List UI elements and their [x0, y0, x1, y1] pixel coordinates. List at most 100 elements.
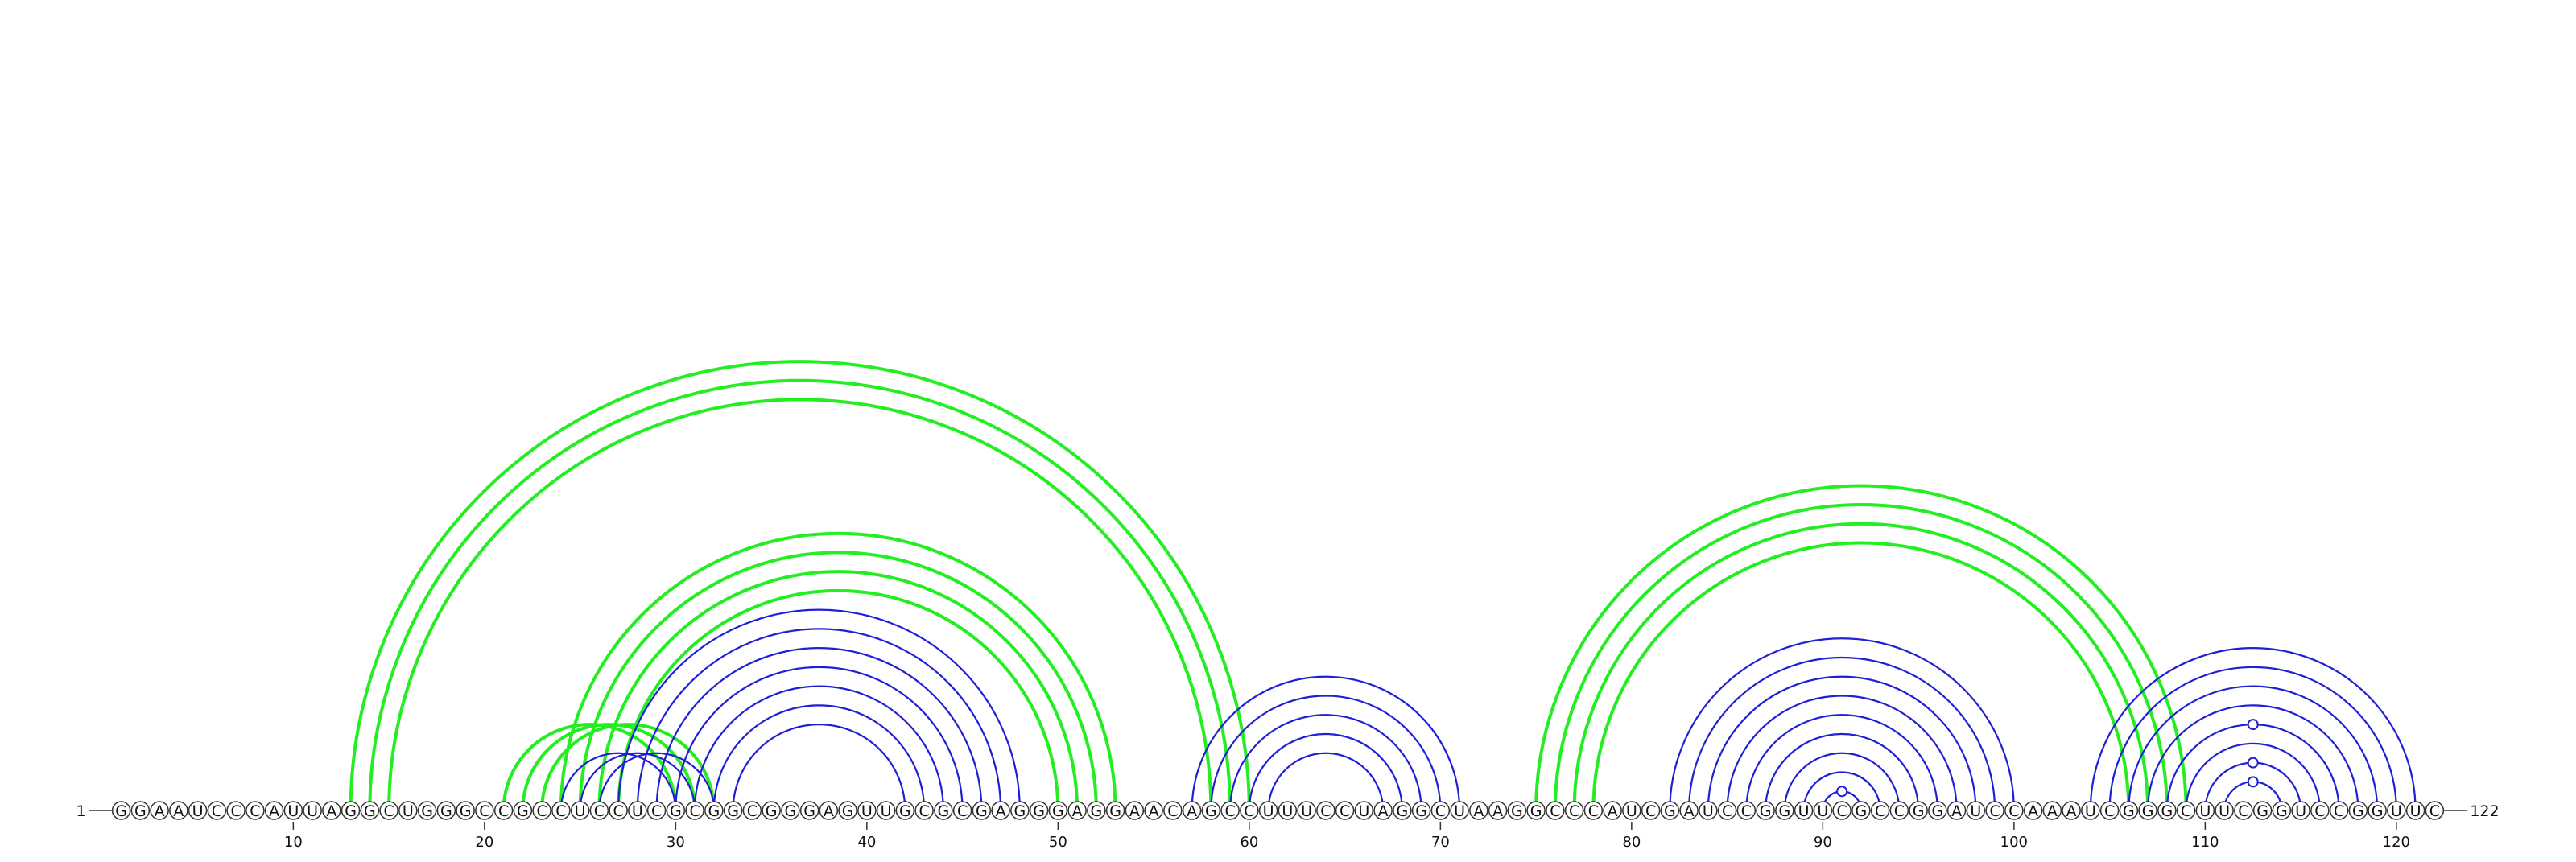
nucleotide-circle	[207, 801, 227, 820]
blue-arc-109-116	[2185, 742, 2321, 811]
nucleotide-18: G	[436, 801, 456, 820]
nucleotide-circle	[876, 801, 896, 820]
nucleotide-letter: C	[1435, 802, 1446, 820]
nucleotide-letter: C	[2238, 802, 2248, 820]
nucleotide-circle	[991, 801, 1010, 820]
nucleotide-circle	[2368, 801, 2387, 820]
green-arc-14-59	[368, 378, 1232, 811]
nucleotide-81: C	[1641, 801, 1661, 820]
nucleotide-13: G	[341, 801, 361, 820]
tick-label-60: 60	[1240, 834, 1258, 851]
nucleotide-letter: U	[881, 802, 892, 820]
nucleotide-circle	[1909, 801, 1928, 820]
nucleotide-38: A	[819, 801, 839, 820]
loop-marker-circle	[1836, 786, 1848, 798]
arcs-layer	[349, 359, 2417, 811]
nucleotide-letter: A	[1129, 802, 1140, 820]
nucleotide-letter: C	[1875, 802, 1885, 820]
nucleotide-57: A	[1182, 801, 1202, 820]
nucleotide-circle	[1335, 801, 1355, 820]
nucleotide-circle	[570, 801, 590, 820]
blue-arc-83-99	[1688, 656, 1996, 811]
nucleotide-circle	[1603, 801, 1622, 820]
axis-ticks-layer: 10 20 30 40 50 60 70 80 90 100 110 120	[284, 822, 2410, 851]
nucleotide-letter: C	[1894, 802, 1905, 820]
nucleotide-circle	[1985, 801, 2004, 820]
nucleotide-letter: A	[1072, 802, 1083, 820]
nucleotide-51: A	[1067, 801, 1087, 820]
nucleotide-94: C	[1889, 801, 1909, 820]
blue-arc-85-97	[1726, 695, 1958, 811]
nucleotide-letter: C	[1588, 802, 1599, 820]
nucleotide-65: C	[1335, 801, 1355, 820]
nucleotide-circle	[150, 801, 169, 820]
nucleotide-letter: G	[115, 802, 127, 820]
nucleotide-27: C	[609, 801, 628, 820]
nucleotide-letter: U	[2391, 802, 2402, 820]
nucleotide-circle	[762, 801, 781, 820]
nucleotide-letter: C	[1550, 802, 1560, 820]
nucleotide-letter: G	[460, 802, 472, 820]
nucleotide-34: C	[742, 801, 762, 820]
nucleotide-circle	[2023, 801, 2043, 820]
nucleotide-4: A	[169, 801, 188, 820]
nucleotide-circle	[1660, 801, 1680, 820]
blue-arc-30-45	[675, 666, 964, 811]
nucleotide-66: U	[1354, 801, 1374, 820]
nucleotide-letter: G	[1013, 802, 1026, 820]
nucleotide-22: G	[513, 801, 533, 820]
nucleotide-circle	[1087, 801, 1106, 820]
nucleotide-letter: C	[230, 802, 241, 820]
nucleotide-letter: C	[1722, 802, 1732, 820]
nucleotide-8: C	[246, 801, 265, 820]
nucleotide-122: C	[2425, 801, 2445, 820]
nucleotide-circle	[1526, 801, 1546, 820]
nucleotide-letter: G	[842, 802, 854, 820]
nucleotide-39: G	[838, 801, 857, 820]
nucleotide-circle	[1240, 801, 1259, 820]
nucleotide-circle	[952, 801, 972, 820]
nucleotide-70: C	[1430, 801, 1451, 820]
nucleotide-circle	[1622, 801, 1641, 820]
nucleotide-letter: U	[1263, 802, 1274, 820]
nucleotide-circle	[264, 801, 284, 820]
nucleotide-letter: U	[2410, 802, 2421, 820]
nucleotide-circle	[2405, 801, 2425, 820]
blue-arc-61-67	[1267, 752, 1385, 811]
nucleotide-letter: A	[173, 802, 184, 820]
nucleotide-letter: C	[1224, 802, 1235, 820]
nucleotide-108: G	[2157, 801, 2177, 820]
nucleotide-letter: G	[2276, 802, 2288, 820]
nucleotide-circle	[398, 801, 418, 820]
nucleotide-circle	[1220, 801, 1240, 820]
tick-label-80: 80	[1622, 834, 1641, 851]
nucleotide-circle	[1278, 801, 1298, 820]
nucleotide-circle	[1469, 801, 1488, 820]
nucleotide-circle	[493, 801, 514, 820]
nucleotide-98: U	[1966, 801, 1986, 820]
nucleotide-114: G	[2272, 801, 2292, 820]
nucleotide-96: G	[1928, 801, 1947, 820]
nucleotide-circle	[2099, 801, 2120, 820]
blue-arc-32-43	[712, 704, 926, 811]
nucleotide-letter: U	[1703, 802, 1714, 820]
nucleotide-circle	[2387, 801, 2406, 820]
nucleotide-85: C	[1717, 801, 1737, 820]
nucleotide-circle	[1507, 801, 1527, 820]
nucleotide-letter: G	[1855, 802, 1867, 820]
nucleotide-letter: G	[1913, 802, 1925, 820]
blue-arc-88-94	[1783, 752, 1901, 811]
nucleotide-circle	[2272, 801, 2292, 820]
tick-label-100: 100	[2000, 834, 2028, 851]
nucleotide-circle	[2004, 801, 2024, 820]
nucleotide-119: G	[2368, 801, 2387, 820]
blue-arc-86-96	[1745, 714, 1938, 811]
nucleotide-72: A	[1469, 801, 1488, 820]
nucleotide-circle	[1736, 801, 1757, 820]
nucleotide-letter: G	[937, 802, 949, 820]
nucleotide-35: G	[762, 801, 781, 820]
green-arc-22-31	[521, 723, 697, 811]
nucleotide-52: G	[1087, 801, 1106, 820]
nucleotide-circle	[1946, 801, 1967, 820]
nucleotide-letter: C	[250, 802, 260, 820]
